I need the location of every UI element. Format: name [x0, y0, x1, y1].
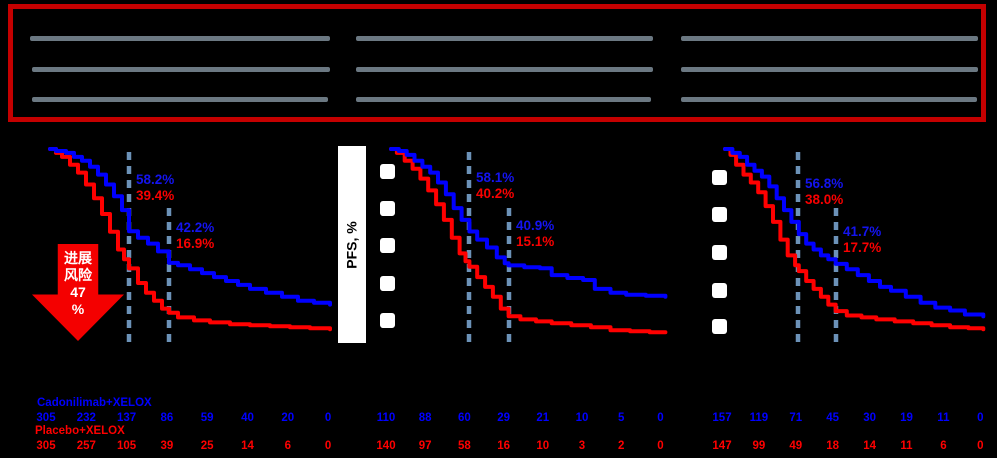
- at-risk-number: 99: [752, 440, 766, 452]
- redacted-text-line: [681, 67, 978, 72]
- milestone2-red-pct: 17.7%: [843, 240, 882, 255]
- at-risk-number: 16: [497, 440, 510, 452]
- milestone2-blue-pct: 42.2%: [176, 220, 215, 235]
- at-risk-number: 3: [578, 440, 586, 452]
- at-risk-arm1-label: Cadonilimab+XELOX: [37, 397, 152, 409]
- at-risk-number: 0: [977, 412, 984, 424]
- at-risk-number: 119: [749, 412, 769, 424]
- km-curve-cadonilimab: [48, 147, 332, 307]
- milestone2-red-pct: 15.1%: [516, 234, 555, 249]
- redacted-tick: [380, 276, 395, 291]
- redacted-tick: [712, 319, 727, 334]
- at-risk-number: 49: [789, 440, 803, 452]
- redacted-text-line: [32, 67, 330, 72]
- at-risk-number: 10: [575, 412, 589, 424]
- redacted-tick: [380, 238, 395, 253]
- at-risk-number: 14: [863, 440, 876, 452]
- at-risk-number: 40: [241, 412, 254, 424]
- milestone2-blue-pct: 40.9%: [516, 218, 555, 233]
- milestone1-blue-pct: 58.1%: [476, 170, 515, 185]
- at-risk-number: 19: [900, 412, 913, 424]
- y-axis-band: PFS, %: [338, 146, 366, 343]
- at-risk-number: 97: [418, 440, 432, 452]
- redacted-tick: [712, 245, 727, 260]
- at-risk-number: 39: [160, 440, 174, 452]
- redacted-text-line: [681, 97, 977, 102]
- at-risk-number: 232: [76, 412, 96, 424]
- arrow-text-line: 进展: [64, 250, 92, 266]
- at-risk-number: 30: [863, 412, 876, 424]
- milestone1-red-pct: 39.4%: [136, 188, 175, 203]
- at-risk-number: 110: [376, 412, 396, 424]
- at-risk-number: 157: [712, 412, 732, 424]
- at-risk-number: 45: [826, 412, 840, 424]
- at-risk-number: 105: [117, 440, 137, 452]
- milestone2-blue-pct: 41.7%: [843, 224, 882, 239]
- km-curve-placebo: [389, 147, 668, 335]
- at-risk-number: 18: [826, 440, 840, 452]
- redacted-tick: [712, 283, 727, 298]
- arrow-text-line: 47: [70, 284, 86, 300]
- arrow-text-line: %: [71, 301, 85, 317]
- at-risk-number: 59: [200, 412, 214, 424]
- at-risk-number: 257: [76, 440, 96, 452]
- at-risk-number: 140: [376, 440, 396, 452]
- redacted-text-line: [356, 97, 651, 102]
- at-risk-number: 29: [497, 412, 510, 424]
- at-risk-number: 147: [712, 440, 732, 452]
- at-risk-number: 0: [324, 440, 332, 452]
- at-risk-number: 0: [977, 440, 984, 452]
- at-risk-number: 11: [937, 412, 950, 424]
- redacted-tick: [712, 170, 727, 185]
- redacted-tick: [380, 201, 395, 216]
- km-curve-cadonilimab: [723, 147, 986, 319]
- at-risk-number: 14: [241, 440, 254, 452]
- redacted-text-line: [32, 97, 328, 102]
- at-risk-number: 305: [36, 440, 56, 452]
- milestone1-red-pct: 40.2%: [476, 186, 515, 201]
- at-risk-number: 305: [36, 412, 56, 424]
- redacted-tick: [380, 313, 395, 328]
- y-axis-label: PFS, %: [343, 221, 360, 269]
- at-risk-number: 58: [457, 440, 471, 452]
- redacted-text-line: [356, 36, 653, 41]
- at-risk-number: 137: [117, 412, 137, 424]
- at-risk-number: 2: [617, 440, 625, 452]
- header-redacted-box: [8, 4, 986, 122]
- at-risk-number: 88: [418, 412, 432, 424]
- at-risk-number: 5: [617, 412, 625, 424]
- at-risk-number: 0: [657, 440, 664, 452]
- redacted-tick: [380, 164, 395, 179]
- at-risk-number: 6: [284, 440, 291, 452]
- at-risk-arm2-label: Placebo+XELOX: [35, 425, 125, 437]
- km-curve-placebo: [48, 147, 332, 332]
- redacted-tick: [712, 207, 727, 222]
- km-curve-placebo: [723, 147, 986, 332]
- redacted-text-line: [681, 36, 978, 41]
- at-risk-number: 60: [457, 412, 471, 424]
- milestone1-red-pct: 38.0%: [805, 192, 844, 207]
- at-risk-number: 6: [940, 440, 947, 452]
- progression-risk-text: 进展 风险 47 %: [32, 250, 124, 318]
- at-risk-number: 86: [160, 412, 174, 424]
- at-risk-number: 25: [200, 440, 214, 452]
- milestone2-red-pct: 16.9%: [176, 236, 215, 251]
- km-curve-cadonilimab: [389, 147, 668, 299]
- at-risk-number: 20: [281, 412, 295, 424]
- at-risk-number: 10: [536, 440, 550, 452]
- redacted-text-line: [356, 67, 653, 72]
- milestone1-blue-pct: 56.8%: [805, 176, 844, 191]
- at-risk-number: 0: [657, 412, 664, 424]
- at-risk-number: 21: [536, 412, 550, 424]
- arrow-text-line: 风险: [64, 267, 92, 283]
- at-risk-number: 0: [324, 412, 332, 424]
- milestone1-blue-pct: 58.2%: [136, 172, 175, 187]
- at-risk-number: 71: [789, 412, 803, 424]
- at-risk-number: 11: [900, 440, 913, 452]
- redacted-text-line: [30, 36, 330, 41]
